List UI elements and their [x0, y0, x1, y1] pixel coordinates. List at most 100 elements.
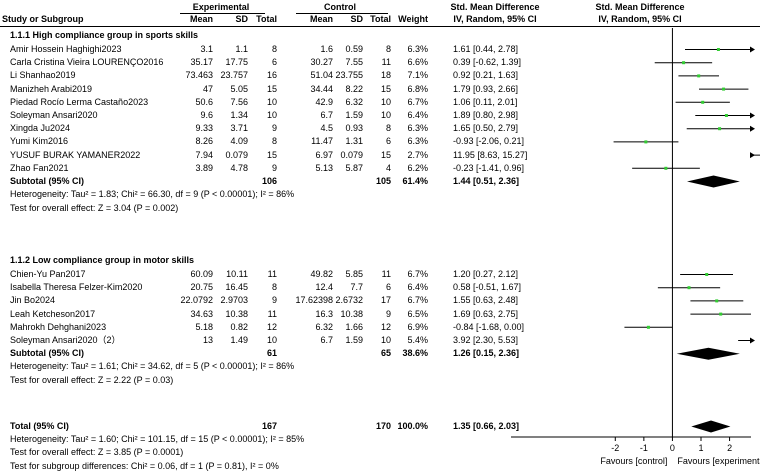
ctrl-total: 12: [380, 321, 391, 332]
ctrl-sd: 7.55: [345, 57, 363, 68]
exp-sd: 3.71: [230, 123, 248, 134]
exp-mean: 34.63: [190, 308, 213, 319]
exp-total: 15: [266, 83, 277, 94]
study-ci: 1.06 [0.11, 2.01]: [453, 96, 518, 107]
header-control: Control: [324, 2, 356, 12]
footer-heterogeneity: Heterogeneity: Tau² = 1.60; Chi² = 101.1…: [10, 434, 305, 444]
subgroup-overall-effect: Test for overall effect: Z = 2.22 (P = 0…: [10, 375, 174, 386]
exp-sd: 17.75: [225, 57, 248, 68]
ctrl-mean: 49.82: [310, 269, 333, 279]
subtotal-ctrl-n: 105: [375, 176, 391, 186]
ci-arrow: [750, 46, 755, 53]
point-estimate: [715, 299, 719, 303]
study-name: Amir Hossein Haghighi2023: [10, 44, 122, 54]
exp-sd: 0.079: [225, 149, 248, 160]
study-name: Jin Bo2024: [10, 295, 56, 306]
exp-total: 10: [266, 96, 277, 107]
ctrl-sd: 2.6732: [335, 295, 363, 306]
ctrl-total: 11: [381, 57, 391, 68]
study-ci: 11.95 [8.63, 15.27]: [453, 149, 528, 160]
study-ci: 1.65 [0.50, 2.79]: [453, 123, 519, 134]
subgroup-overall-effect: Test for overall effect: Z = 3.04 (P = 0…: [10, 203, 179, 213]
point-estimate: [644, 140, 648, 144]
point-estimate: [646, 325, 650, 329]
subtotal-weight: 38.6%: [402, 348, 428, 359]
study-name: Carla Cristina Vieira LOURENÇO2016: [10, 57, 164, 68]
ctrl-sd: 5.85: [345, 269, 363, 279]
point-estimate: [722, 87, 726, 91]
ctrl-mean: 42.9: [315, 96, 333, 107]
x-tick-label: 0: [670, 443, 675, 453]
study-weight: 6.4%: [407, 282, 428, 293]
header-exp-mean: Mean: [189, 14, 213, 24]
study-ci: -0.23 [-1.41, 0.96]: [453, 162, 525, 173]
ctrl-total: 11: [381, 269, 391, 279]
exp-sd: 10.11: [226, 269, 248, 279]
study-weight: 6.3%: [407, 136, 428, 147]
point-estimate: [697, 74, 701, 78]
subtotal-diamond: [676, 347, 740, 360]
ctrl-mean: 6.7: [320, 110, 333, 120]
study-weight: 6.5%: [407, 308, 428, 319]
ctrl-sd: 0.93: [345, 123, 363, 134]
point-estimate: [687, 286, 691, 290]
exp-total: 11: [267, 269, 277, 279]
exp-total: 11: [267, 308, 277, 319]
ctrl-sd: 1.59: [345, 110, 363, 120]
subgroup-title: 1.1.2 Low compliance group in motor skil…: [10, 255, 195, 265]
point-estimate: [716, 48, 720, 51]
header-ctrl-total: Total: [370, 14, 391, 24]
ctrl-mean: 6.32: [315, 321, 333, 332]
footer-subgroup-diff: Test for subgroup differences: Chi² = 0.…: [10, 461, 279, 471]
subgroup-title: 1.1.1 High compliance group in sports sk…: [10, 30, 199, 40]
exp-mean: 9.6: [200, 110, 213, 120]
ctrl-total: 15: [380, 149, 391, 160]
ci-arrow: [750, 337, 755, 344]
point-estimate: [705, 273, 709, 276]
ci-arrow: [750, 112, 755, 119]
exp-sd: 2.9703: [220, 295, 248, 306]
header-experimental: Experimental: [192, 2, 250, 12]
header-ctrl-sd: SD: [350, 14, 363, 24]
footer-overall-effect: Test for overall effect: Z = 3.85 (P = 0…: [10, 447, 184, 457]
ctrl-total: 10: [380, 110, 391, 120]
header-exp-sd: SD: [235, 14, 248, 24]
exp-sd: 4.09: [230, 136, 248, 147]
subtotal-ci: 1.44 [0.51, 2.36]: [453, 176, 520, 186]
study-weight: 6.9%: [407, 321, 428, 332]
exp-mean: 35.17: [190, 57, 213, 68]
exp-mean: 3.1: [200, 44, 213, 54]
point-estimate: [701, 100, 705, 104]
ctrl-sd: 0.079: [340, 149, 363, 160]
exp-total: 15: [266, 149, 277, 160]
exp-sd: 1.49: [230, 335, 248, 345]
exp-total: 9: [271, 123, 277, 134]
ctrl-mean: 30.27: [310, 57, 333, 68]
point-estimate: [718, 127, 722, 131]
header-ctrl-mean: Mean: [309, 14, 333, 24]
exp-sd: 4.78: [230, 162, 248, 173]
subgroup-heterogeneity: Heterogeneity: Tau² = 1.83; Chi² = 66.30…: [10, 189, 295, 199]
subtotal-label: Subtotal (95% CI): [10, 348, 85, 359]
subtotal-label: Subtotal (95% CI): [10, 176, 85, 186]
exp-mean: 22.0792: [180, 295, 213, 306]
subtotal-exp-n: 106: [261, 176, 277, 186]
exp-mean: 5.18: [195, 321, 213, 332]
ctrl-mean: 4.5: [320, 123, 333, 134]
ctrl-mean: 11.47: [311, 136, 333, 147]
ctrl-mean: 51.04: [310, 70, 333, 81]
exp-sd: 5.05: [230, 83, 248, 94]
study-name: Soleyman Ansari2020: [10, 110, 98, 120]
study-name: Zhao Fan2021: [10, 162, 69, 173]
subtotal-weight: 61.4%: [402, 176, 428, 186]
favours-experimental-label: Favours [experimental]: [677, 456, 760, 466]
exp-total: 10: [266, 110, 277, 120]
ctrl-sd: 1.66: [345, 321, 363, 332]
total-exp-n: 167: [261, 421, 277, 431]
exp-sd: 1.34: [230, 110, 248, 120]
header-ctrl-underline: [296, 13, 388, 14]
study-ci: 1.79 [0.93, 2.66]: [453, 83, 519, 94]
exp-total: 9: [271, 162, 277, 173]
exp-sd: 16.45: [225, 282, 248, 293]
ctrl-total: 6: [385, 136, 391, 147]
